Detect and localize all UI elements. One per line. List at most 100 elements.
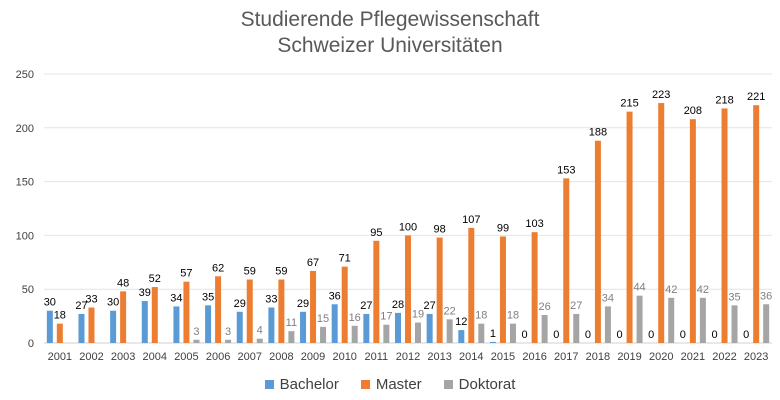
- data-label-master: 67: [307, 257, 319, 269]
- data-label-master: 71: [339, 253, 351, 265]
- legend-label-doktorat: Doktorat: [458, 376, 516, 393]
- y-tick-label: 0: [28, 338, 34, 350]
- data-label-doktorat: 35: [728, 291, 740, 303]
- bar-bachelor: [300, 311, 307, 343]
- data-label-master: 18: [54, 310, 66, 322]
- bar-master: [405, 235, 411, 343]
- bar-bachelor: [489, 341, 496, 343]
- legend: Bachelor Master Doktorat: [0, 376, 780, 393]
- bar-master: [658, 103, 665, 343]
- legend-swatch-master: [360, 380, 370, 389]
- data-label-master: 57: [180, 268, 192, 280]
- bar-bachelor: [236, 311, 243, 343]
- data-label-bachelor: 0: [617, 329, 623, 341]
- x-tick-label: 2017: [554, 351, 578, 363]
- data-label-doktorat: 11: [286, 317, 297, 329]
- bar-doktorat: [256, 338, 263, 343]
- data-label-master: 33: [85, 293, 97, 305]
- data-label-bachelor: 27: [424, 300, 436, 312]
- bar-doktorat: [763, 304, 770, 343]
- data-label-master: 100: [399, 221, 417, 233]
- data-label-bachelor: 0: [522, 329, 528, 341]
- data-label-doktorat: 42: [697, 284, 709, 296]
- legend-item-bachelor: Bachelor: [264, 376, 339, 393]
- x-tick-label: 2009: [301, 351, 325, 363]
- bar-master: [246, 279, 253, 343]
- bar-bachelor: [331, 304, 338, 343]
- bar-master: [215, 276, 222, 343]
- bar-master: [88, 307, 95, 343]
- bar-master: [753, 105, 760, 343]
- bar-master: [183, 281, 190, 343]
- bar-master: [721, 108, 728, 343]
- bar-bachelor: [395, 312, 401, 343]
- bar-master: [468, 227, 475, 343]
- data-label-doktorat: 4: [257, 325, 263, 337]
- data-label-bachelor: 1: [490, 328, 496, 340]
- bar-master: [120, 291, 127, 343]
- data-label-bachelor: 30: [44, 297, 56, 309]
- bar-bachelor: [205, 305, 212, 343]
- x-tick-label: 2015: [491, 351, 515, 363]
- x-tick-label: 2014: [459, 351, 483, 363]
- data-label-bachelor: 0: [680, 329, 686, 341]
- bar-doktorat: [193, 339, 200, 343]
- data-label-doktorat: 44: [633, 282, 645, 294]
- y-tick-label: 50: [22, 284, 34, 296]
- x-tick-label: 2021: [681, 351, 705, 363]
- x-tick-label: 2023: [744, 351, 768, 363]
- data-label-master: 99: [497, 222, 509, 234]
- bar-doktorat: [604, 306, 611, 343]
- data-label-bachelor: 28: [392, 299, 404, 311]
- bar-bachelor: [426, 313, 433, 343]
- bar-bachelor: [46, 310, 53, 343]
- chart-title: Studierende Pflegewissenschaft: [240, 8, 540, 31]
- data-label-bachelor: 29: [234, 298, 246, 310]
- x-tick-label: 2006: [206, 351, 230, 363]
- data-label-doktorat: 17: [380, 311, 392, 323]
- x-tick-label: 2002: [79, 351, 103, 363]
- bar-doktorat: [573, 313, 580, 343]
- data-label-bachelor: 0: [648, 329, 654, 341]
- data-label-master: 218: [715, 94, 733, 106]
- bar-bachelor: [110, 310, 117, 343]
- data-label-bachelor: 30: [107, 297, 119, 309]
- data-label-doktorat: 18: [475, 310, 487, 322]
- x-tick-label: 2003: [111, 351, 135, 363]
- data-label-master: 107: [462, 214, 480, 226]
- x-tick-label: 2007: [237, 351, 261, 363]
- bar-bachelor: [363, 313, 370, 343]
- data-label-bachelor: 39: [139, 287, 151, 299]
- data-label-master: 62: [212, 262, 224, 274]
- bar-bachelor: [268, 307, 275, 343]
- bar-doktorat: [383, 324, 390, 343]
- data-label-doktorat: 34: [602, 292, 614, 304]
- bar-doktorat: [541, 315, 548, 343]
- bar-doktorat: [225, 339, 232, 343]
- bar-doktorat: [668, 297, 675, 343]
- legend-label-master: Master: [375, 376, 422, 393]
- y-tick-label: 150: [16, 177, 34, 189]
- data-label-bachelor: 29: [297, 298, 309, 310]
- bar-master: [626, 111, 633, 343]
- data-label-master: 188: [589, 127, 607, 139]
- data-label-master: 221: [747, 91, 765, 103]
- data-label-bachelor: 35: [202, 291, 214, 303]
- data-label-master: 95: [370, 227, 382, 239]
- bar-master: [499, 236, 506, 343]
- bar-doktorat: [320, 326, 327, 343]
- data-label-doktorat: 42: [665, 284, 677, 296]
- data-label-doktorat: 3: [225, 326, 231, 338]
- x-tick-label: 2012: [396, 351, 420, 363]
- data-label-master: 223: [652, 89, 670, 101]
- y-tick-label: 250: [16, 69, 34, 81]
- data-label-bachelor: 0: [553, 329, 559, 341]
- data-label-doktorat: 36: [760, 290, 772, 302]
- x-tick-label: 2011: [365, 351, 389, 363]
- bar-master: [341, 266, 348, 343]
- data-label-master: 52: [149, 273, 161, 285]
- data-label-bachelor: 0: [711, 329, 717, 341]
- x-tick-label: 2008: [269, 351, 293, 363]
- data-label-master: 103: [525, 218, 543, 230]
